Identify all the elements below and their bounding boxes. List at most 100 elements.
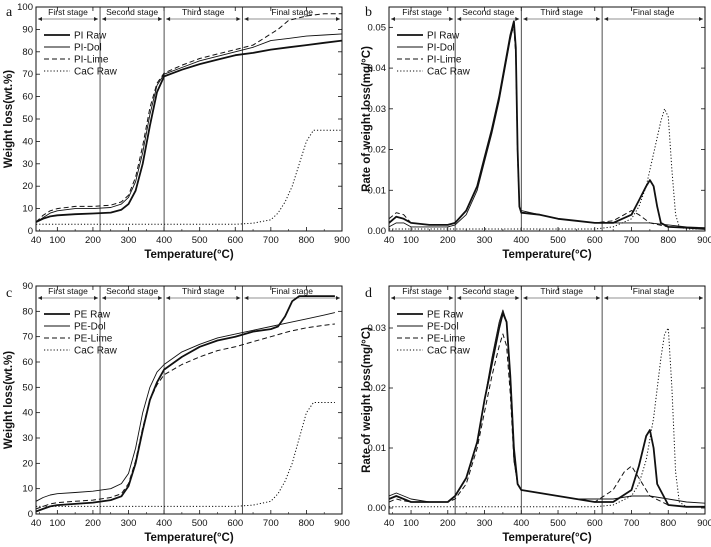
series-line-cac-raw [36, 402, 335, 507]
stage-arrow-head-left [244, 17, 249, 21]
y-tick-label: 20 [22, 181, 33, 192]
x-tick-label: 700 [624, 518, 640, 529]
stage-arrow-head-right [449, 296, 454, 300]
stage-arrow-head-left [457, 17, 462, 21]
x-tick-label: 40 [31, 235, 42, 246]
x-tick-label: 900 [697, 518, 711, 529]
x-tick-label: 100 [49, 518, 65, 529]
x-axis-label: Temperature(°C) [144, 532, 234, 544]
y-tick-label: 0.02 [368, 383, 387, 394]
stage-label: Second stage [462, 286, 514, 296]
plot-frame [388, 6, 706, 232]
stage-arrow-head-left [166, 296, 171, 300]
y-tick-label: 0.01 [368, 443, 387, 454]
x-tick-label: 700 [263, 518, 279, 529]
x-tick-label: 900 [334, 235, 350, 246]
stage-arrow-head-right [515, 296, 520, 300]
stage-arrow-head-left [604, 17, 609, 21]
stage-label: Third stage [182, 286, 225, 296]
stage-arrow-head-left [102, 17, 107, 21]
series-line-pe-lime [389, 333, 705, 508]
stage-arrow-head-right [158, 296, 163, 300]
y-tick-label: 20 [22, 458, 33, 469]
stage-arrow-head-left [457, 296, 462, 300]
x-tick-label: 400 [156, 518, 172, 529]
legend-label: CaC Raw [74, 346, 118, 357]
series-line-pi-dol [36, 33, 342, 223]
x-tick-label: 900 [697, 235, 711, 246]
legend-label: PI-Lime [74, 55, 109, 66]
x-tick-label: 200 [440, 518, 456, 529]
y-tick-label: 10 [22, 204, 33, 215]
x-tick-label: 900 [334, 518, 350, 529]
x-tick-label: 800 [660, 518, 676, 529]
panel-letter: d [365, 286, 372, 301]
stage-label: Second stage [106, 7, 158, 17]
y-tick-label: 50 [22, 114, 33, 125]
y-tick-label: 80 [22, 47, 33, 58]
stage-label: Final stage [271, 7, 313, 17]
y-tick-label: 30 [22, 159, 33, 170]
x-tick-label: 200 [85, 518, 101, 529]
y-tick-label: 10 [22, 484, 33, 495]
x-tick-label: 800 [298, 518, 314, 529]
stage-label: Second stage [462, 7, 514, 17]
stage-arrow-head-right [94, 296, 99, 300]
stage-arrow-head-right [236, 296, 241, 300]
x-tick-label: 300 [477, 518, 493, 529]
y-tick-label: 0.05 [368, 22, 387, 33]
stage-label: Final stage [633, 286, 675, 296]
legend-label: PI Raw [427, 31, 460, 42]
legend-label: PE-Lime [74, 334, 113, 345]
legend-label: PI-Dol [427, 43, 455, 54]
y-tick-label: 0.01 [368, 185, 387, 196]
legend-label: PE-Lime [427, 334, 466, 345]
stage-label: First stage [48, 7, 88, 17]
y-tick-label: 40 [22, 408, 33, 419]
series-line-pe-raw [36, 295, 335, 513]
y-tick-label: 0.03 [368, 323, 387, 334]
panel-letter: c [6, 286, 12, 301]
x-tick-label: 400 [513, 235, 529, 246]
legend-label: PI Raw [74, 31, 107, 42]
x-tick-label: 40 [384, 235, 395, 246]
series-line-cac-raw [389, 108, 705, 230]
plot-frame [388, 285, 706, 515]
x-tick-label: 200 [440, 235, 456, 246]
stage-arrow-head-left [391, 17, 395, 21]
y-tick-label: 90 [22, 24, 33, 35]
x-tick-label: 40 [384, 518, 395, 529]
x-tick-label: 400 [156, 235, 172, 246]
stage-label: Second stage [106, 286, 158, 296]
panel-b: b First stage Second stage Third stage Final… [361, 5, 711, 261]
y-axis-label: Weight loss(wt.%) [3, 351, 15, 449]
x-tick-label: 400 [513, 518, 529, 529]
stage-arrow-head-right [515, 17, 520, 21]
panel-a: a First stage Second stage Third stage Final… [3, 2, 350, 261]
stage-label: First stage [402, 286, 442, 296]
series-line-pe-lime [36, 323, 335, 510]
stage-label: First stage [48, 286, 88, 296]
stage-arrow-head-right [449, 17, 454, 21]
panel-c: c First stage Second stage Third stage Final… [3, 281, 350, 544]
x-axis-label: Temperature(°C) [502, 249, 592, 261]
y-tick-label: 80 [22, 306, 33, 317]
y-tick-label: 0.02 [368, 145, 387, 156]
x-tick-label: 300 [477, 235, 493, 246]
series-line-pi-lime [389, 26, 705, 230]
panel-d: d First stage Second stage Third stage Final… [361, 285, 711, 544]
x-tick-label: 500 [192, 235, 208, 246]
stage-arrow-head-right [236, 17, 241, 21]
stage-arrow-head-right [699, 296, 703, 300]
legend-label: CaC Raw [427, 346, 471, 357]
y-tick-label: 0 [28, 509, 33, 520]
x-tick-label: 600 [227, 518, 243, 529]
stage-arrow-head-left [244, 296, 249, 300]
x-tick-label: 500 [550, 235, 566, 246]
series-line-pe-dol [36, 312, 336, 502]
legend-label: PI-Lime [427, 55, 462, 66]
stage-arrow-head-right [596, 296, 601, 300]
y-tick-label: 0.00 [368, 226, 387, 237]
x-tick-label: 600 [227, 235, 243, 246]
